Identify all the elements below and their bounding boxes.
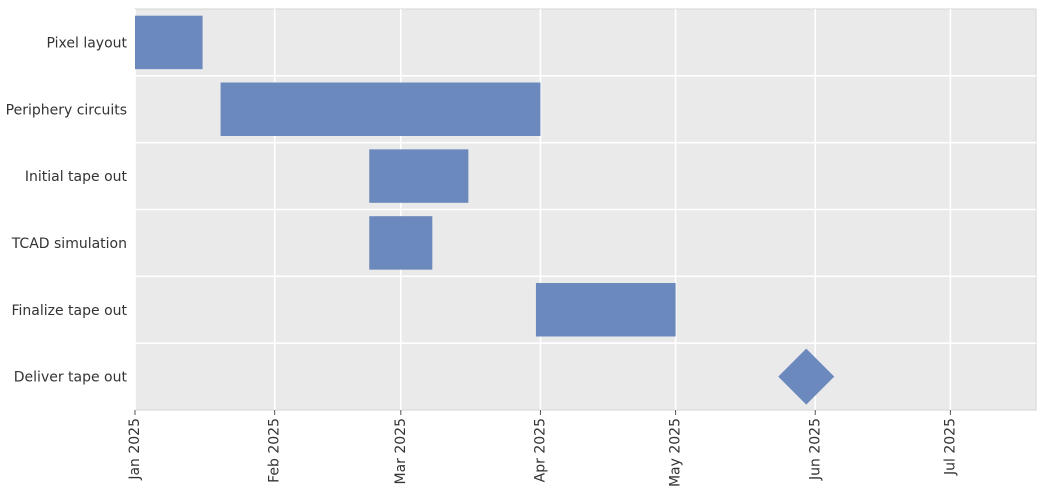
x-tick-label: Jun 2025 — [807, 418, 823, 481]
x-tick-label: May 2025 — [668, 418, 684, 487]
x-tick-label: Apr 2025 — [532, 418, 548, 482]
x-tick-label: Jan 2025 — [127, 418, 143, 481]
x-tick-label: Jul 2025 — [942, 418, 958, 476]
y-category-label: Pixel layout — [46, 35, 127, 51]
task-bar — [135, 15, 203, 70]
y-category-label: TCAD simulation — [11, 236, 127, 252]
task-bar — [220, 82, 541, 136]
grid-lines — [134, 9, 1036, 410]
y-category-label: Finalize tape out — [11, 303, 127, 319]
task-bar — [369, 216, 433, 270]
y-category-label: Periphery circuits — [6, 102, 127, 118]
y-category-label: Initial tape out — [25, 169, 128, 185]
task-bar — [535, 283, 676, 337]
y-axis-labels: Pixel layout Periphery circuits Initial ta… — [6, 35, 128, 385]
x-tick-label: Mar 2025 — [393, 418, 409, 485]
y-category-label: Deliver tape out — [14, 370, 128, 386]
milestone-marker — [778, 348, 835, 405]
x-axis-labels: Jan 2025 Feb 2025 Mar 2025 Apr 2025 May 2025… — [127, 410, 958, 487]
task-bars — [135, 15, 835, 405]
task-bar — [369, 149, 469, 203]
x-tick-label: Feb 2025 — [267, 418, 283, 483]
